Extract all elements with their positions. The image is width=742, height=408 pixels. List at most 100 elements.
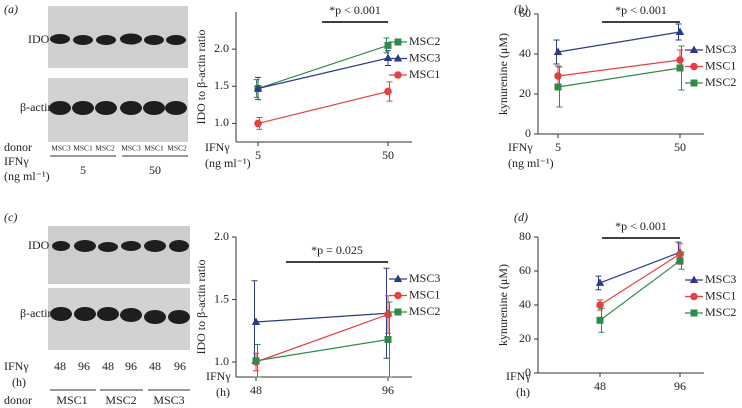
legend-label: MSC2 xyxy=(705,305,736,319)
condition-label: IFNγ xyxy=(4,359,29,373)
condition-label: IFNγ xyxy=(4,154,29,168)
y-tick-label: 40 xyxy=(519,297,531,311)
lane-label: MSC3 xyxy=(51,144,71,153)
donor-label: donor xyxy=(4,140,32,154)
row-label: IDO xyxy=(28,238,50,252)
marker xyxy=(596,301,604,309)
dose-label: 48 xyxy=(102,359,114,373)
legend-label: MSC2 xyxy=(409,34,440,48)
blot-bands xyxy=(49,33,187,115)
marker xyxy=(394,71,402,79)
marker xyxy=(394,291,402,300)
line-chart: (b) 0 20 40 60 5 50 kynurenine (μM) IFNγ (ng ml⁻¹… xyxy=(496,2,737,170)
dose-label: 48 xyxy=(149,359,161,373)
lane-label: MSC2 xyxy=(167,144,187,153)
y-tick-label: 2.0 xyxy=(214,229,229,243)
annotation: *p < 0.001 xyxy=(615,3,667,17)
x-axis-label: IFNγ xyxy=(205,140,230,154)
x-tick-label: 5 xyxy=(555,140,561,154)
x-axis-label: IFNγ xyxy=(206,369,231,383)
marker xyxy=(394,308,402,316)
y-axis-label: kynurenine (μM) xyxy=(496,264,510,346)
y-axis-label: IDO to β-actin ratio xyxy=(194,259,208,354)
blot-bands xyxy=(50,240,190,324)
x-tick-label: 5 xyxy=(255,148,261,162)
y-tick-label: 1.0 xyxy=(214,354,229,368)
marker xyxy=(690,62,698,71)
y-tick-label: 1.5 xyxy=(214,291,229,305)
donor-group-label: MSC1 xyxy=(56,393,87,407)
y-tick-label: 1.0 xyxy=(214,115,229,129)
panel-label: (b) xyxy=(514,2,528,16)
x-tick-label: 50 xyxy=(382,148,394,162)
donor-group-label: MSC3 xyxy=(153,393,184,407)
y-tick-label: 60 xyxy=(519,263,531,277)
marker xyxy=(595,278,605,286)
marker xyxy=(676,64,684,72)
lane-label: MSC1 xyxy=(144,144,164,153)
series-line xyxy=(257,57,389,90)
marker xyxy=(676,56,684,64)
x-axis-unit: (ng ml⁻¹) xyxy=(508,156,554,170)
marker xyxy=(553,47,563,55)
blot-panel-c: (c) IDO β-actin IFNγ 48 96 48 96 48 96 (… xyxy=(4,210,190,407)
series-line xyxy=(255,312,389,323)
dose-label: 48 xyxy=(54,359,66,373)
y-tick-label: 80 xyxy=(519,229,531,243)
marker xyxy=(676,250,684,258)
dose-label: 50 xyxy=(149,163,161,177)
dose-label: 96 xyxy=(125,359,137,373)
marker xyxy=(394,38,402,46)
y-tick-label: 60 xyxy=(519,6,531,20)
annotation: *p = 0.025 xyxy=(311,243,363,257)
row-label: β-actin xyxy=(20,100,53,114)
marker xyxy=(690,309,698,317)
x-tick-label: 48 xyxy=(594,379,606,393)
legend-label: MSC2 xyxy=(705,75,736,89)
marker xyxy=(254,119,262,128)
donor-label: donor xyxy=(4,393,32,407)
row-label: IDO xyxy=(28,32,50,46)
marker xyxy=(384,87,392,96)
marker xyxy=(554,72,562,80)
marker xyxy=(689,275,699,283)
x-axis-unit: (h) xyxy=(516,385,530,399)
dose-label: 5 xyxy=(80,163,86,177)
x-tick-label: 96 xyxy=(382,383,394,397)
legend-label: MSC3 xyxy=(409,271,440,285)
dose-label: 96 xyxy=(78,359,90,373)
marker xyxy=(393,54,403,62)
legend-label: MSC1 xyxy=(409,67,440,81)
series-line xyxy=(599,260,681,321)
lane-label: MSC3 xyxy=(121,144,141,153)
lane-label: MSC1 xyxy=(73,144,93,153)
series-line xyxy=(257,90,389,125)
legend-label: MSC3 xyxy=(705,42,736,56)
lane-label: MSC2 xyxy=(95,144,115,153)
x-axis-label: IFNγ xyxy=(508,140,533,154)
y-tick-label: 20 xyxy=(519,331,531,345)
panel-label: (a) xyxy=(4,2,18,16)
marker xyxy=(676,257,684,265)
x-tick-label: 48 xyxy=(250,383,262,397)
annotation: *p < 0.001 xyxy=(615,219,667,233)
y-axis-label: kynurenine (μM) xyxy=(496,33,510,115)
annotation: *p < 0.001 xyxy=(329,3,381,17)
marker xyxy=(393,274,403,282)
y-axis-label: IDO to β-actin ratio xyxy=(194,29,208,124)
y-tick-label: 0 xyxy=(525,365,531,379)
donor-group-label: MSC2 xyxy=(105,393,136,407)
blot-panel-a: (a) IDO β-actin donor MSC3 MSC1 MSC2 MSC… xyxy=(4,2,188,183)
y-tick-label: 0 xyxy=(525,126,531,140)
legend-label: MSC3 xyxy=(705,272,736,286)
line-chart: (d) 0 20 40 60 80 48 96 kynurenine (μM) IFNγ (h) *p… xyxy=(496,210,737,399)
legend-label: MSC3 xyxy=(409,50,440,64)
marker xyxy=(554,83,562,91)
y-tick-label: 40 xyxy=(519,46,531,60)
series-line xyxy=(557,67,681,88)
legend-label: MSC2 xyxy=(409,304,440,318)
y-tick-label: 1.5 xyxy=(214,78,229,92)
y-tick-label: 2.0 xyxy=(214,41,229,55)
x-axis-unit: (ng ml⁻¹) xyxy=(205,156,251,170)
